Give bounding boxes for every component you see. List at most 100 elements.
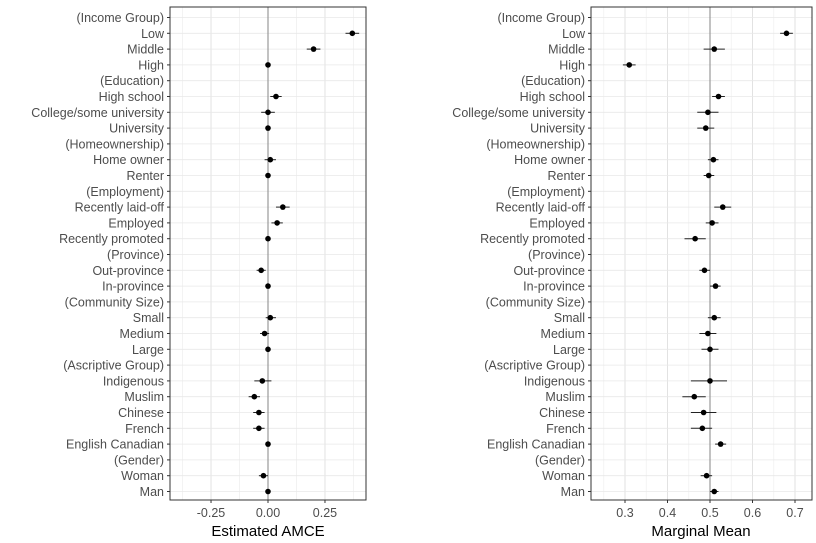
amce-y-label-recently-promoted: Recently promoted — [59, 232, 164, 246]
marginal-mean-point-in-province — [712, 283, 719, 289]
marginal-mean-y-label-employed: Employed — [529, 216, 585, 230]
marginal-mean-point-high — [626, 62, 633, 68]
marginal-mean-y-label-in-province: In-province — [523, 280, 585, 294]
amce-y-label-gender: (Gender) — [114, 453, 164, 467]
amce-point-employed — [274, 220, 280, 226]
amce-point-small — [267, 314, 274, 321]
amce-y-label-high: High — [138, 58, 164, 72]
marginal-mean-y-label-chinese: Chinese — [539, 406, 585, 420]
amce-point-low — [349, 30, 356, 37]
amce-point-man — [265, 488, 271, 495]
marginal-mean-panel-border — [590, 6, 813, 501]
amce-point-university — [265, 125, 271, 131]
amce-y-label-community-size: (Community Size) — [65, 295, 164, 309]
amce-point-woman — [260, 472, 267, 479]
marginal-mean-y-label-small: Small — [554, 311, 585, 325]
amce-y-label-income-group: (Income Group) — [76, 11, 164, 25]
marginal-mean-x-axis-title: Marginal Mean — [651, 523, 750, 540]
marginal-mean-point-english-canadian — [717, 441, 724, 447]
amce-point-medium — [261, 330, 268, 337]
marginal-mean-y-label-ascriptive-group: (Ascriptive Group) — [484, 359, 585, 373]
marginal-mean-y-label-woman: Woman — [542, 469, 585, 483]
marginal-mean-x-tick-label-3: 0.6 — [744, 506, 761, 520]
marginal-mean-y-label-gender: (Gender) — [535, 453, 585, 467]
amce-y-label-muslim: Muslim — [124, 390, 164, 404]
marginal-mean-point-medium — [705, 330, 711, 337]
amce-y-label-out-province: Out-province — [92, 264, 164, 278]
marginal-mean-point-muslim — [691, 393, 698, 400]
amce-point-english-canadian — [265, 441, 271, 447]
marginal-mean-point-small — [711, 314, 718, 321]
amce-y-label-low: Low — [141, 27, 165, 41]
amce-point-french — [256, 425, 262, 432]
marginal-mean-point-high-school — [715, 93, 722, 100]
amce-point-home-owner — [267, 156, 274, 163]
amce-y-label-education: (Education) — [100, 74, 164, 88]
marginal-mean-point-employed — [709, 220, 715, 226]
marginal-mean-point-woman — [703, 472, 710, 479]
marginal-mean-y-label-renter: Renter — [547, 169, 585, 183]
marginal-mean-y-label-large: Large — [553, 343, 585, 357]
marginal-mean-y-label-low: Low — [562, 27, 586, 41]
marginal-mean-y-label-french: French — [546, 422, 585, 436]
marginal-mean-point-indigenous — [707, 378, 713, 384]
amce-y-label-english-canadian: English Canadian — [66, 438, 164, 452]
marginal-mean-y-label-province: (Province) — [528, 248, 585, 262]
marginal-mean-y-label-middle: Middle — [548, 43, 585, 57]
amce-points — [248, 30, 360, 495]
amce-y-label-woman: Woman — [121, 469, 164, 483]
marginal-mean-point-low — [783, 30, 790, 37]
amce-point-in-province — [265, 283, 271, 289]
marginal-mean-panel-background — [591, 7, 812, 500]
amce-point-college-some-university — [265, 109, 271, 116]
amce-point-middle — [310, 46, 317, 52]
amce-y-label-university: University — [109, 122, 165, 136]
amce-y-label-large: Large — [132, 343, 164, 357]
marginal-mean-y-label-college-some-university: College/some university — [452, 106, 585, 120]
marginal-mean-y-label-university: University — [530, 122, 586, 136]
marginal-mean-point-french — [699, 425, 706, 432]
amce-y-label-homeownership: (Homeownership) — [65, 137, 164, 151]
marginal-mean-point-home-owner — [710, 156, 717, 163]
amce-y-label-medium: Medium — [120, 327, 164, 341]
marginal-mean-x-tick-label-1: 0.4 — [659, 506, 676, 520]
amce-x-axis-title: Estimated AMCE — [211, 523, 324, 540]
marginal-mean-point-renter — [705, 172, 712, 179]
amce-y-label-recently-laid-off: Recently laid-off — [75, 201, 165, 215]
amce-x-axis-ticks: -0.25 0.00 0.25 — [197, 500, 337, 520]
marginal-mean-point-middle — [711, 46, 718, 52]
amce-point-high-school — [273, 93, 279, 100]
marginal-mean-point-man — [711, 488, 718, 495]
amce-y-label-in-province: In-province — [102, 280, 164, 294]
amce-y-label-ascriptive-group: (Ascriptive Group) — [63, 359, 164, 373]
amce-y-label-man: Man — [140, 485, 164, 499]
amce-y-label-employed: Employed — [108, 216, 164, 230]
amce-point-muslim — [251, 393, 258, 400]
amce-x-tick-label-0: -0.25 — [197, 506, 226, 520]
marginal-mean-y-label-employment: (Employment) — [507, 185, 585, 199]
marginal-mean-y-label-recently-laid-off: Recently laid-off — [496, 201, 586, 215]
amce-point-indigenous — [259, 378, 266, 384]
amce-y-label-college-some-university: College/some university — [31, 106, 164, 120]
marginal-mean-y-label-community-size: (Community Size) — [486, 295, 585, 309]
amce-y-label-small: Small — [133, 311, 164, 325]
marginal-mean-x-tick-label-2: 0.5 — [701, 506, 718, 520]
marginal-mean-x-axis-ticks: 0.3 0.4 0.5 0.6 0.7 — [616, 500, 804, 520]
marginal-mean-point-recently-promoted — [692, 235, 698, 242]
marginal-mean-y-label-high: High — [559, 58, 585, 72]
marginal-mean-y-label-muslim: Muslim — [545, 390, 585, 404]
amce-y-label-chinese: Chinese — [118, 406, 164, 420]
amce-x-tick-label-1: 0.00 — [256, 506, 280, 520]
marginal-mean-y-label-man: Man — [561, 485, 585, 499]
marginal-mean-x-tick-label-4: 0.7 — [786, 506, 803, 520]
marginal-mean-point-college-some-university — [705, 109, 711, 116]
marginal-mean-point-chinese — [700, 409, 707, 416]
amce-y-label-renter: Renter — [126, 169, 164, 183]
marginal-mean-y-label-english-canadian: English Canadian — [487, 438, 585, 452]
marginal-mean-y-label-education: (Education) — [521, 74, 585, 88]
amce-point-recently-laid-off — [280, 204, 286, 210]
marginal-mean-y-label-medium: Medium — [541, 327, 585, 341]
